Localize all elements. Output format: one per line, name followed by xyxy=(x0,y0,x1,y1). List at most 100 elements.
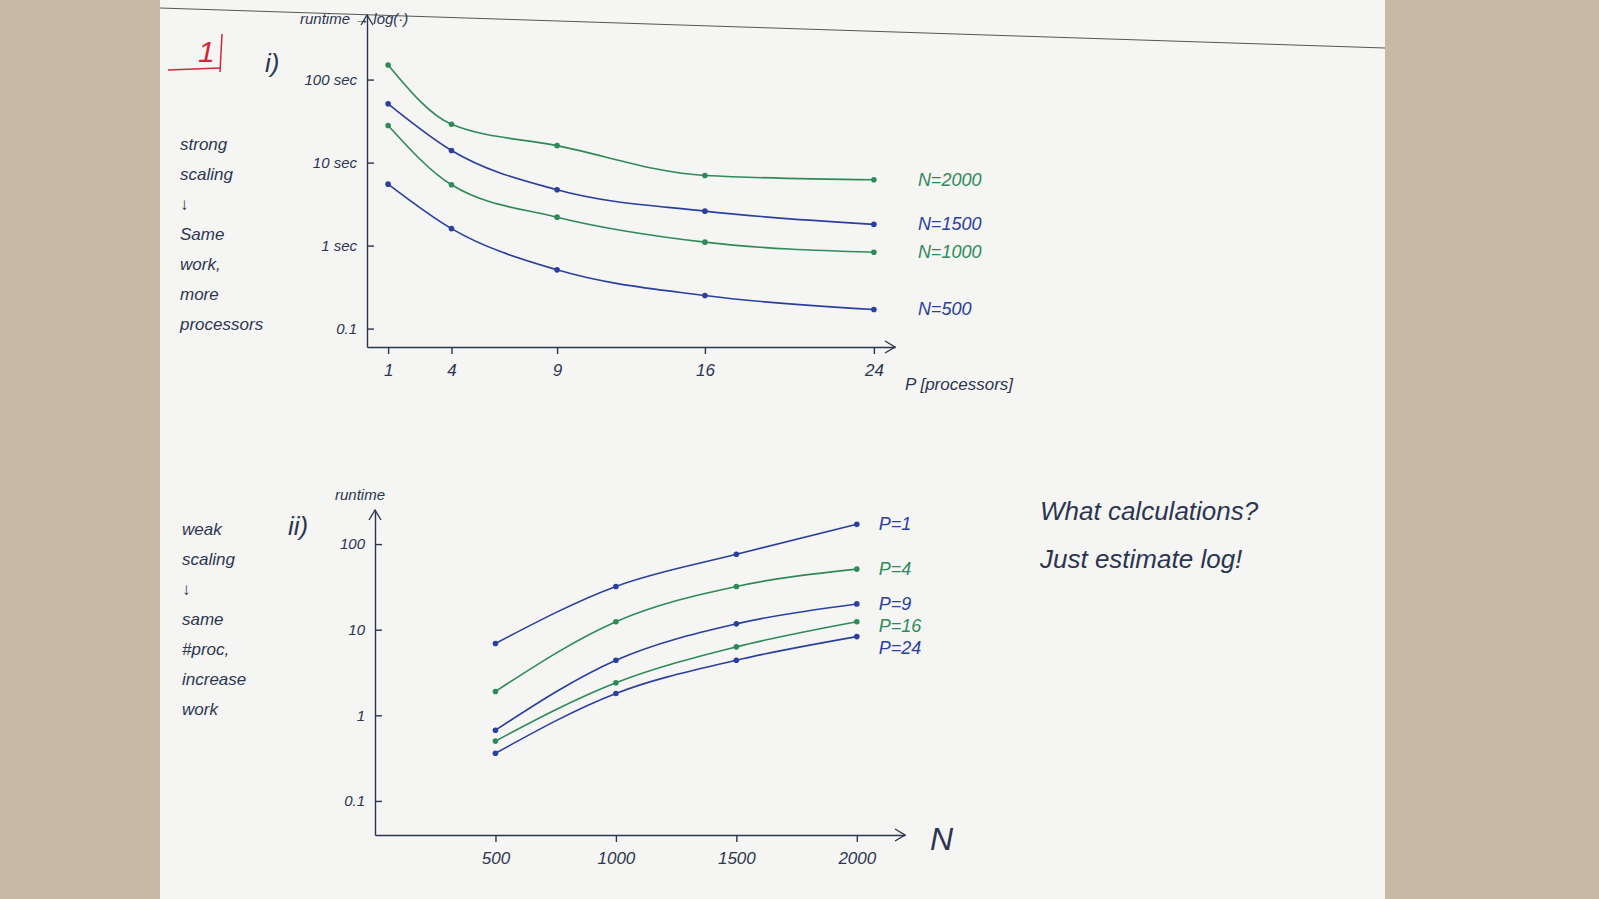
y-tick-mark xyxy=(367,245,374,246)
series-point xyxy=(854,566,860,572)
x-axis: 1 4 9 16 24 xyxy=(368,341,896,380)
series-label: P=9 xyxy=(879,594,912,614)
x-axis-arrow xyxy=(895,829,905,841)
series-point xyxy=(854,634,860,640)
y-tick: 10 xyxy=(348,621,382,638)
series-point xyxy=(554,267,560,273)
series-point xyxy=(854,601,860,607)
series-point xyxy=(702,173,708,179)
x-axis-line xyxy=(376,835,906,836)
x-tick-label: 500 xyxy=(482,849,511,868)
series-point xyxy=(613,584,619,590)
y-tick-mark xyxy=(375,715,382,716)
series-label: N=1500 xyxy=(918,214,982,234)
series-point xyxy=(554,143,560,149)
y-axis-line xyxy=(375,511,376,836)
y-tick-mark xyxy=(375,544,382,545)
chart-title: i) xyxy=(265,48,279,78)
series-point xyxy=(385,123,391,129)
x-tick-mark xyxy=(705,347,706,354)
y-tick-label: 0.1 xyxy=(344,792,365,809)
series-point xyxy=(871,307,877,313)
series-line xyxy=(388,184,874,309)
paper xyxy=(160,0,1385,899)
series-point xyxy=(449,121,455,127)
x-tick-label: 1000 xyxy=(597,849,635,868)
x-tick-label: 16 xyxy=(696,361,715,380)
x-tick-label: 4 xyxy=(447,361,456,380)
series-point xyxy=(702,239,708,245)
x-tick-label: 24 xyxy=(864,361,884,380)
annotation: What calculations?Just estimate log! xyxy=(1039,496,1259,574)
plot-area xyxy=(493,522,860,757)
series-line xyxy=(388,65,874,180)
y-tick-label: 0.1 xyxy=(336,320,357,337)
series-point xyxy=(449,226,455,232)
x-tick: 1 xyxy=(384,347,393,380)
y-tick-label: 1 xyxy=(357,707,365,724)
x-tick-mark xyxy=(557,347,558,354)
series-point xyxy=(702,208,708,214)
y-axis-line xyxy=(367,16,368,348)
y-tick-mark xyxy=(367,79,374,80)
y-tick-mark xyxy=(375,801,382,802)
x-axis-title: N xyxy=(930,821,954,857)
y-tick-label: 100 xyxy=(340,535,366,552)
series-point xyxy=(385,181,391,187)
y-tick: 100 sec xyxy=(304,71,374,88)
y-tick-mark xyxy=(367,328,374,329)
series-point xyxy=(702,293,708,299)
x-tick: 24 xyxy=(864,347,884,380)
x-tick: 9 xyxy=(553,347,563,380)
x-tick-mark xyxy=(451,347,452,354)
series-point xyxy=(734,657,740,663)
x-tick-mark xyxy=(495,835,496,842)
series-line xyxy=(495,569,856,691)
series-line xyxy=(495,604,856,730)
series-label: N=500 xyxy=(918,299,972,319)
x-tick-label: 9 xyxy=(553,361,563,380)
canvas: 14916240.11 sec10 sec100 secP [processor… xyxy=(0,0,1599,899)
y-tick-label: 10 xyxy=(348,621,365,638)
y-axis-arrow xyxy=(369,510,381,520)
x-tick-mark xyxy=(388,347,389,354)
series-line xyxy=(388,104,874,225)
series-label: P=16 xyxy=(879,616,923,636)
x-tick: 1000 xyxy=(597,835,635,868)
annotation: 1 xyxy=(198,35,215,68)
annotation-bar xyxy=(220,34,222,72)
series-point xyxy=(613,691,619,697)
table-surface xyxy=(0,0,1599,899)
x-tick: 4 xyxy=(447,347,456,380)
x-axis: 500100015002000 xyxy=(376,829,906,868)
x-tick-mark xyxy=(874,347,875,354)
series-point xyxy=(734,584,740,590)
series-point xyxy=(493,750,499,756)
series-point xyxy=(493,738,499,744)
series-point xyxy=(493,727,499,733)
series-label: N=1000 xyxy=(918,242,982,262)
x-axis-arrow xyxy=(885,341,895,353)
series-point xyxy=(493,689,499,695)
y-axis-title: runtime → log(·) xyxy=(300,10,408,27)
series-point xyxy=(493,641,499,647)
y-tick-mark xyxy=(375,629,382,630)
series-point xyxy=(385,101,391,107)
y-axis: 0.1 1 10 100 xyxy=(340,510,382,836)
y-tick-mark xyxy=(367,162,374,163)
x-tick-mark xyxy=(736,835,737,842)
annotation-underline xyxy=(168,68,220,70)
paper-fold xyxy=(160,8,1385,48)
y-tick: 1 xyxy=(357,707,382,724)
series-label: P=4 xyxy=(879,559,912,579)
series-point xyxy=(554,214,560,220)
y-tick: 1 sec xyxy=(321,237,374,254)
series-point xyxy=(613,619,619,625)
series-point xyxy=(449,148,455,154)
x-axis-line xyxy=(368,347,896,348)
series-point xyxy=(613,657,619,663)
y-tick: 10 sec xyxy=(313,154,374,171)
y-tick: 0.1 xyxy=(336,320,374,337)
x-tick-label: 1 xyxy=(384,361,393,380)
series-point xyxy=(613,680,619,686)
